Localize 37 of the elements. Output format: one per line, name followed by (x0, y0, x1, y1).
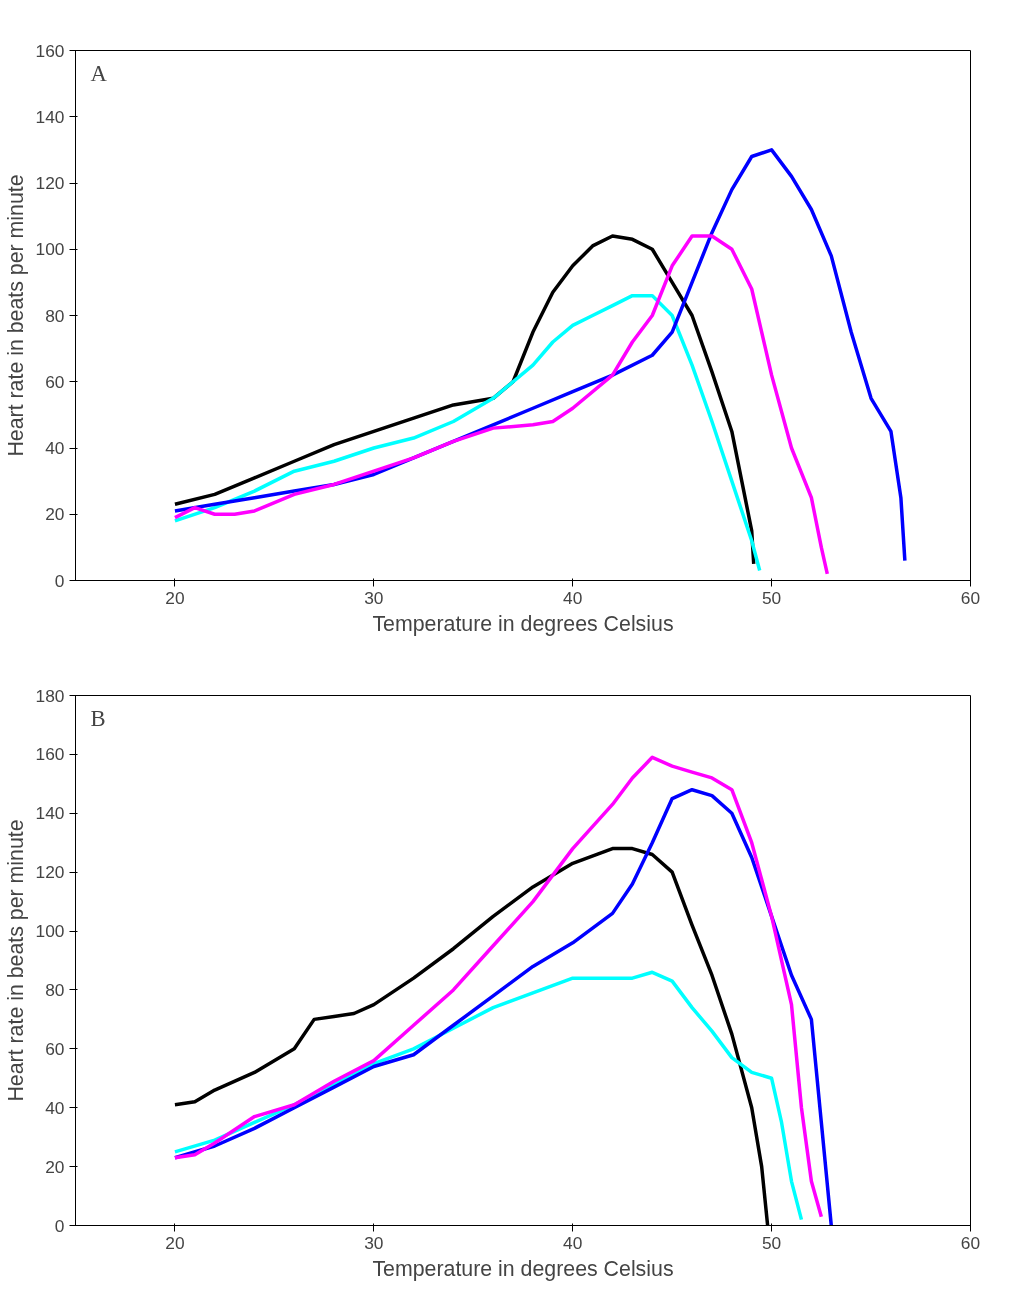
x-axis-title: Temperature in degrees Celsius (372, 1256, 674, 1281)
y-tick-label: 60 (45, 1038, 65, 1059)
x-tick-label: 20 (165, 1232, 185, 1253)
y-tick-label: 160 (35, 744, 65, 765)
y-tick-label: 120 (35, 173, 65, 193)
y-tick-label: 80 (45, 979, 65, 1000)
y-tick-label: 100 (35, 921, 65, 942)
x-tick-label: 40 (563, 587, 583, 608)
y-tick-label: 100 (35, 239, 65, 260)
x-tick-label: 60 (960, 1232, 981, 1253)
y-tick-label: 20 (45, 1156, 65, 1177)
x-tick-label: 40 (563, 1232, 583, 1253)
x-axis-title: Temperature in degrees Celsius (372, 611, 674, 636)
x-tick-label: 50 (761, 587, 782, 608)
y-tick-label: 80 (45, 305, 65, 326)
y-tick-label: 40 (45, 1097, 65, 1118)
y-axis-title: Heart rate in beats per minute (3, 819, 28, 1102)
line-series (173, 970, 804, 1222)
x-tick-label: 20 (165, 587, 185, 608)
line-series (173, 293, 762, 573)
y-tick-label: 20 (45, 504, 65, 525)
x-tick-label: 60 (960, 587, 981, 608)
annotation: A (90, 60, 108, 86)
y-tick-label: 0 (54, 570, 65, 591)
y-axis-title: Heart rate in beats per minute (3, 174, 28, 457)
y-tick-label: 180 (35, 685, 65, 706)
y-tick-label: 160 (35, 40, 65, 61)
annotation: B (90, 705, 106, 731)
y-tick-label: 140 (35, 803, 65, 824)
y-tick-label: 40 (45, 438, 65, 458)
x-tick-label: 30 (364, 1232, 384, 1253)
x-tick-label: 30 (364, 587, 384, 608)
x-tick-label: 50 (761, 1232, 782, 1253)
y-tick-label: 140 (35, 106, 65, 127)
y-tick-label: 0 (54, 1215, 65, 1236)
y-tick-label: 120 (35, 862, 65, 883)
y-tick-label: 60 (45, 371, 65, 392)
